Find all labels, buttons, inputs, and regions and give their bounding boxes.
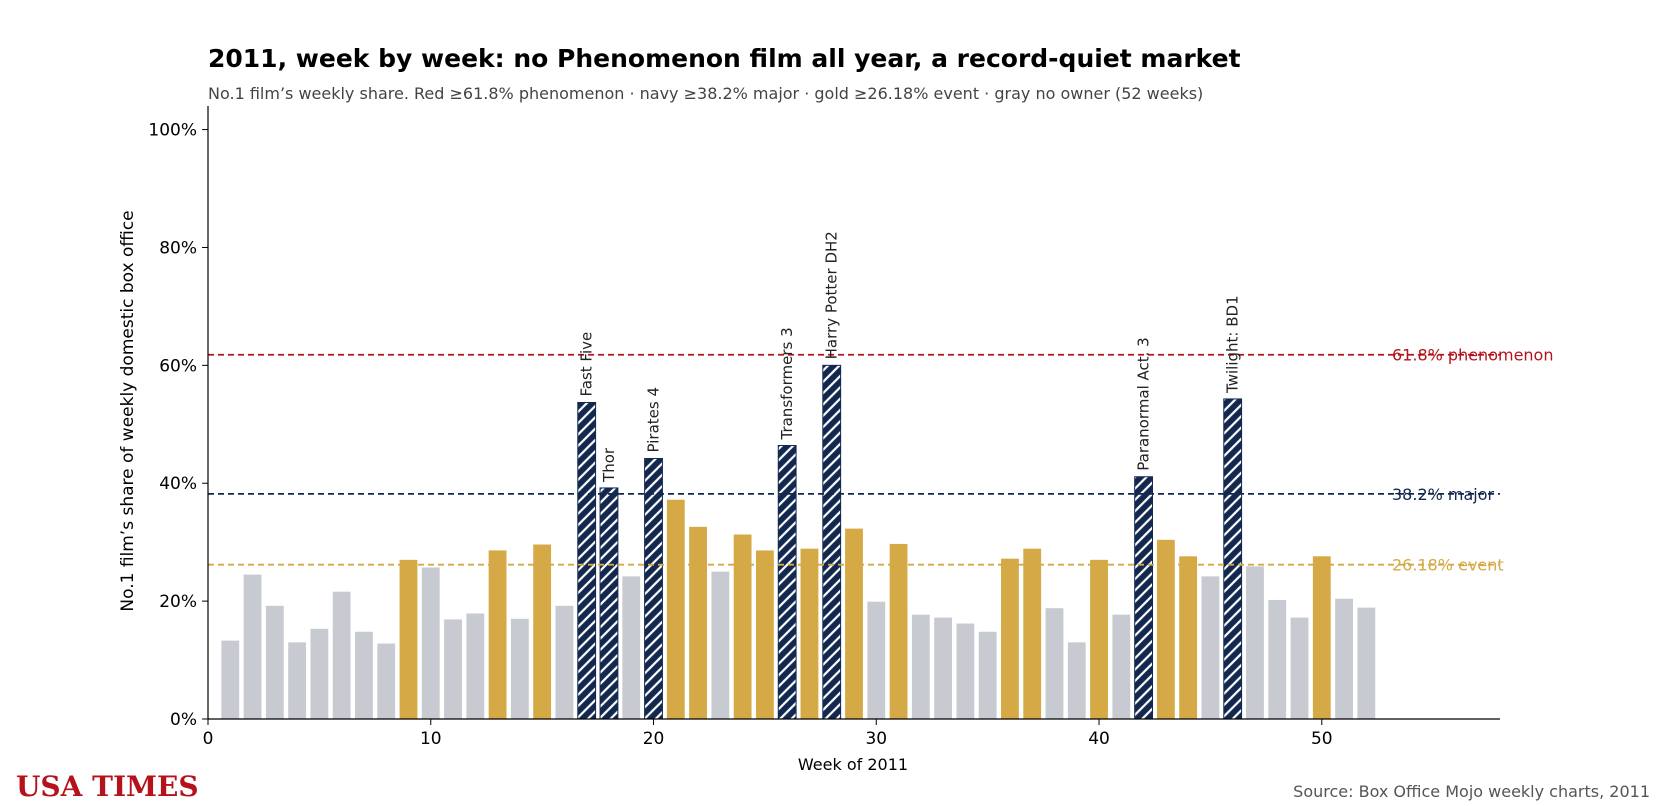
bar-week-51 — [1335, 598, 1353, 719]
y-tick-label-0: 0% — [170, 710, 197, 730]
x-tick-label-2: 20 — [643, 729, 665, 749]
annotation-0: Fast Five — [578, 332, 596, 397]
bar-week-29 — [845, 528, 863, 719]
bar-week-31 — [889, 543, 908, 719]
bar-week-16 — [555, 605, 574, 719]
bar-week-21 — [666, 499, 685, 719]
x-tick-label-4: 40 — [1088, 729, 1110, 749]
axes: 0% 20% 40% 60% 80% 100% 0 10 20 30 40 50 — [148, 106, 1500, 749]
y-tick-label-4: 80% — [159, 238, 197, 258]
bar-week-6 — [332, 591, 351, 719]
x-tick-label-5: 50 — [1311, 729, 1333, 749]
bar-week-38 — [1045, 608, 1064, 719]
x-tick-label-3: 30 — [865, 729, 887, 749]
bar-week-22 — [689, 526, 707, 719]
y-axis-label: No.1 film’s share of weekly domestic box… — [118, 210, 138, 611]
bar-week-34 — [956, 623, 975, 719]
bar-week-9 — [399, 559, 418, 719]
bar-week-5 — [310, 628, 329, 719]
y-tick-label-5: 100% — [148, 121, 197, 141]
bar-week-2 — [243, 574, 262, 719]
bar-week-42 — [1134, 476, 1153, 720]
bar-week-12 — [466, 613, 485, 719]
bar-week-36 — [1001, 558, 1019, 719]
bar-week-43 — [1156, 539, 1175, 719]
x-axis-label: Week of 2011 — [798, 755, 908, 774]
threshold-lines: 61.8% phenomenon 38.2% major 26.18% event — [208, 346, 1553, 575]
brand-logo: USA TIMES — [16, 770, 199, 803]
bar-week-27 — [800, 548, 819, 719]
bar-week-28 — [822, 364, 842, 720]
bar-week-20 — [644, 457, 663, 720]
bar-week-48 — [1268, 599, 1287, 719]
bar-week-1 — [221, 640, 240, 719]
bar-week-13 — [488, 550, 507, 719]
bar-week-7 — [355, 631, 373, 719]
x-tick-label-0: 0 — [203, 729, 214, 749]
bar-week-25 — [755, 550, 774, 719]
annotation-1: Thor — [600, 447, 618, 483]
bar-week-8 — [377, 643, 396, 719]
bar-week-4 — [288, 642, 307, 719]
y-tick-label-1: 20% — [159, 592, 197, 612]
bar-week-41 — [1112, 614, 1131, 719]
bar-week-40 — [1090, 559, 1108, 719]
bar-week-49 — [1290, 617, 1309, 719]
bar-week-19 — [622, 576, 641, 719]
bar-week-18 — [599, 487, 619, 720]
y-tick-label-3: 60% — [159, 356, 197, 376]
bar-week-39 — [1067, 642, 1086, 719]
bar-week-47 — [1246, 566, 1264, 719]
x-tick-label-1: 10 — [420, 729, 442, 749]
bar-week-24 — [733, 534, 752, 719]
bar-week-14 — [510, 618, 529, 719]
bar-week-32 — [911, 614, 930, 719]
bar-week-17 — [577, 401, 597, 720]
annotation-6: Twilight: BD1 — [1224, 295, 1242, 394]
source-note: Source: Box Office Mojo weekly charts, 2… — [1293, 782, 1650, 801]
y-tick-label-2: 40% — [159, 474, 197, 494]
bar-week-46 — [1223, 398, 1243, 720]
bar-week-33 — [934, 617, 953, 719]
bar-week-45 — [1201, 576, 1220, 719]
annotation-5: Paranormal Act. 3 — [1135, 337, 1153, 470]
bar-week-52 — [1357, 607, 1376, 719]
annotation-4: Harry Potter DH2 — [823, 231, 841, 359]
bar-week-11 — [444, 619, 462, 719]
bars-layer — [221, 364, 1376, 720]
bar-week-23 — [711, 571, 730, 719]
bar-week-50 — [1312, 556, 1331, 719]
bar-week-37 — [1023, 548, 1042, 719]
bar-week-35 — [978, 631, 997, 719]
annotation-2: Pirates 4 — [645, 387, 663, 452]
bar-week-26 — [777, 445, 797, 720]
threshold-label-1: 38.2% major — [1392, 485, 1495, 504]
chart-subtitle: No.1 film’s weekly share. Red ≥61.8% phe… — [208, 84, 1204, 103]
bar-week-44 — [1179, 556, 1198, 719]
annotation-labels: Fast Five Thor Pirates 4 Transformers 3 Harr… — [578, 231, 1242, 483]
threshold-label-2: 26.18% event — [1392, 556, 1504, 575]
bar-week-15 — [533, 544, 552, 719]
bar-week-30 — [867, 601, 886, 719]
threshold-label-0: 61.8% phenomenon — [1392, 346, 1553, 365]
bar-week-10 — [421, 567, 440, 719]
bar-week-3 — [265, 605, 284, 719]
annotation-3: Transformers 3 — [778, 327, 796, 440]
chart-title: 2011, week by week: no Phenomenon film a… — [208, 44, 1241, 73]
